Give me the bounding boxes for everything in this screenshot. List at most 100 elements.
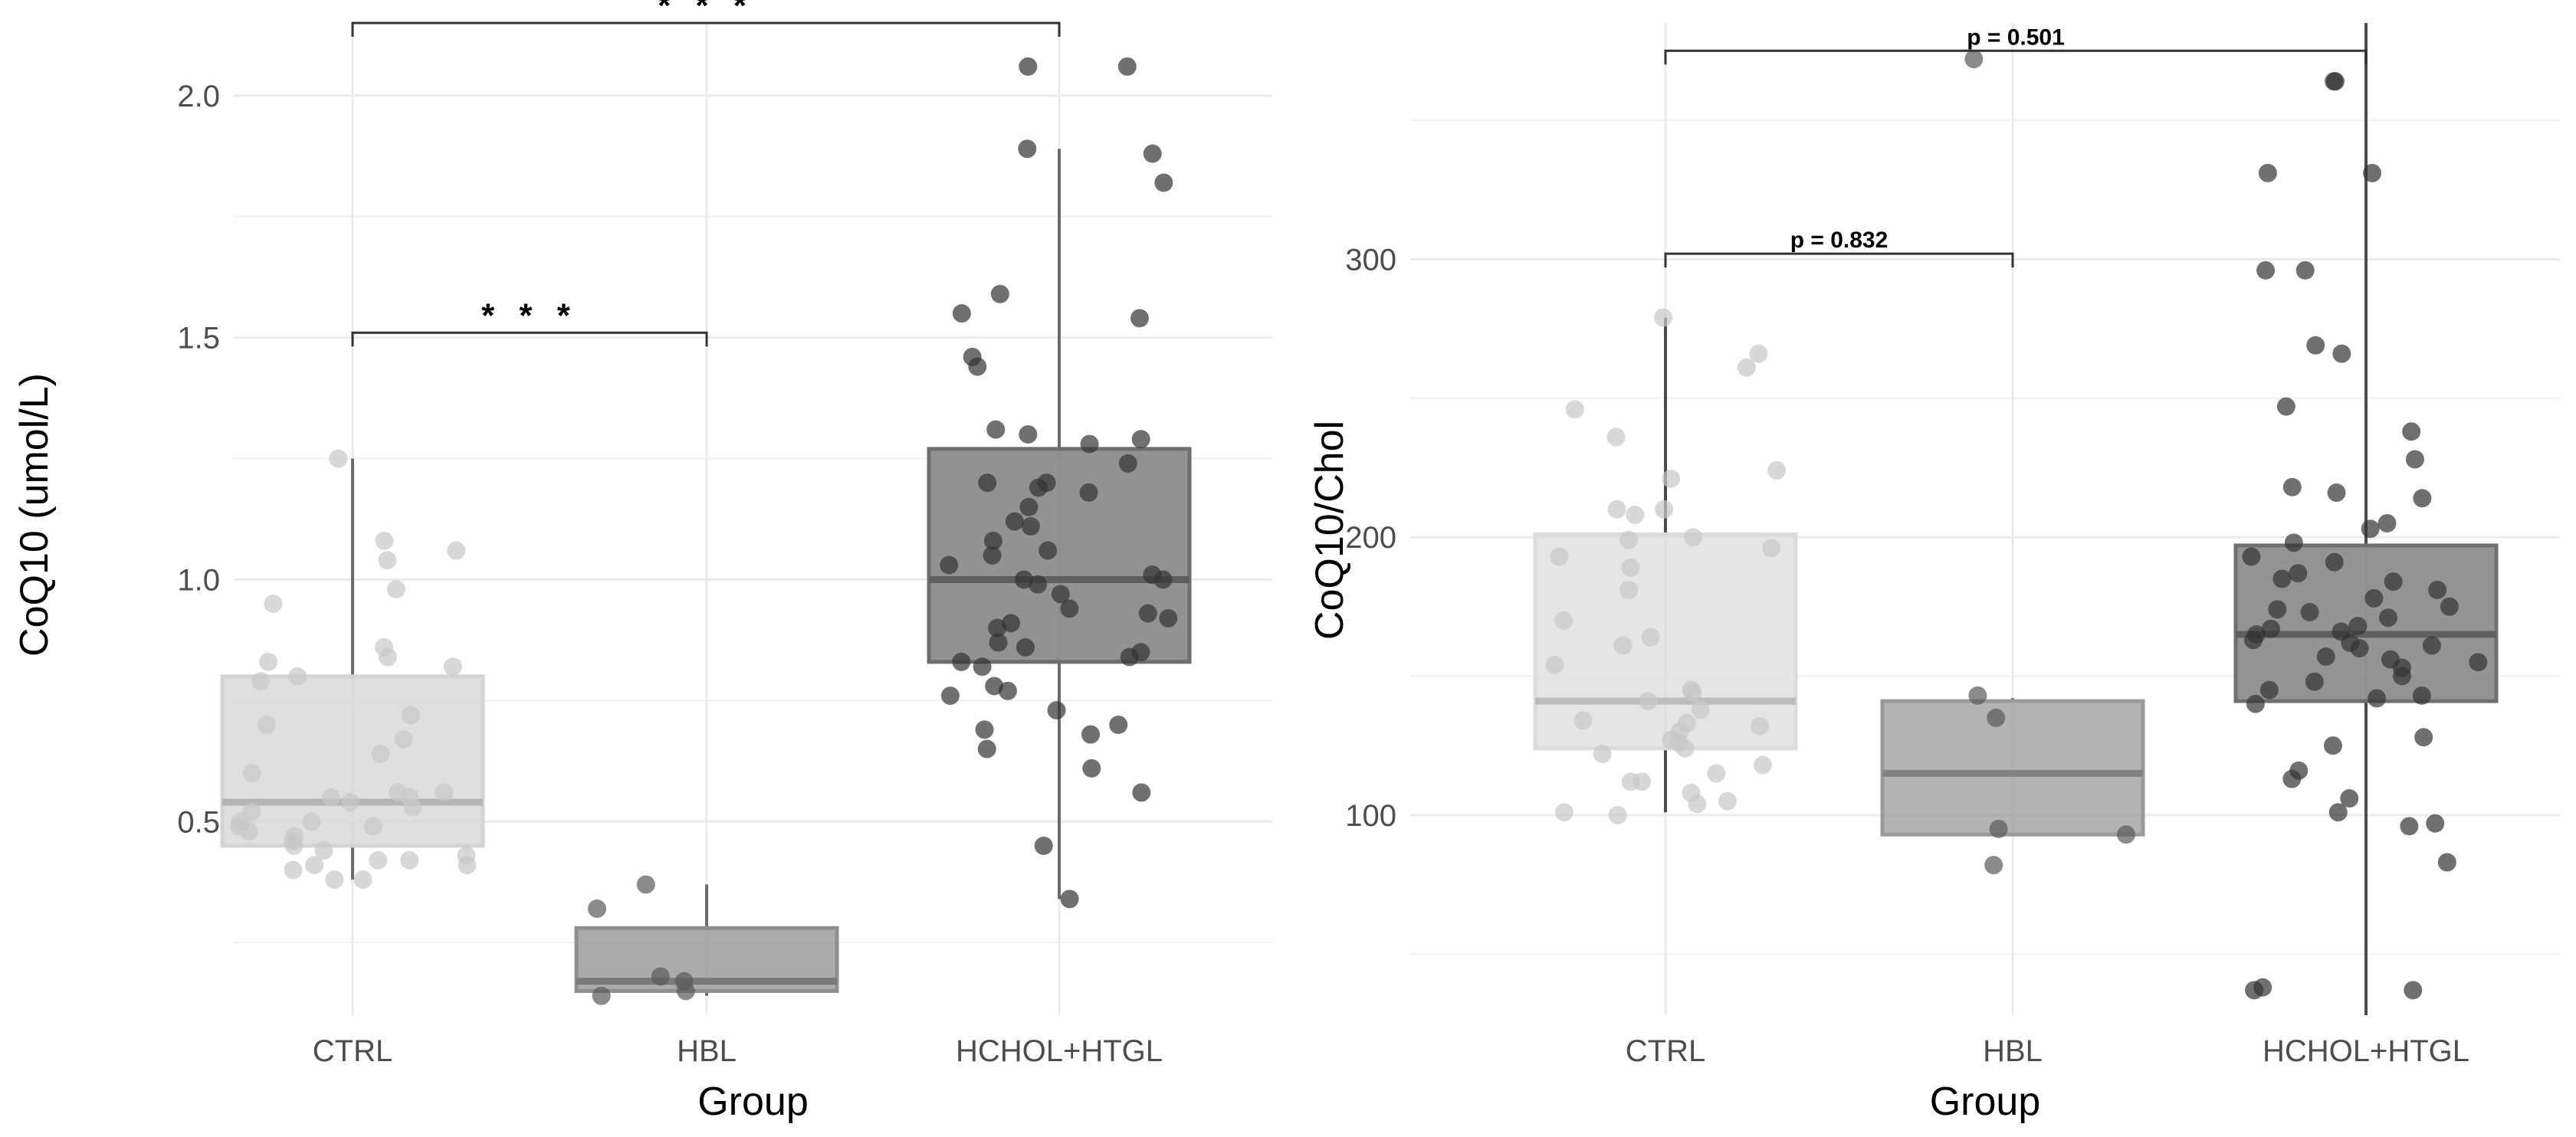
data-point (1751, 716, 1770, 736)
data-point (2402, 422, 2421, 441)
data-point (2426, 814, 2445, 833)
data-point (2325, 552, 2344, 572)
data-point (371, 744, 390, 763)
y-axis-title: CoQ10/Chol (1308, 421, 1352, 640)
data-point (1754, 755, 1773, 775)
data-point (2323, 736, 2342, 755)
points-ctrl (229, 449, 477, 890)
data-point (353, 870, 372, 890)
box-ctrl (220, 458, 485, 880)
x-tick-label-ctrl: CTRL (1626, 1034, 1705, 1068)
data-point (587, 899, 606, 919)
data-point (1019, 424, 1038, 444)
data-point (400, 850, 419, 870)
data-point (1718, 791, 1737, 811)
data-point (1619, 530, 1639, 549)
data-point (1060, 599, 1079, 618)
data-point (2377, 513, 2397, 532)
data-point (264, 595, 283, 614)
data-point (1082, 759, 1101, 778)
data-point (1639, 692, 1658, 711)
data-point (1018, 139, 1037, 159)
data-point (2404, 981, 2423, 1000)
data-point (1029, 575, 1048, 594)
data-point (1749, 344, 1768, 363)
data-point (1619, 581, 1639, 599)
data-points (1545, 50, 2488, 1000)
box-iqr (220, 674, 485, 848)
data-point (1573, 711, 1593, 730)
data-point (314, 841, 333, 860)
bracket-label: p = 0.501 (1967, 25, 2065, 50)
data-point (2348, 617, 2368, 636)
data-point (968, 357, 987, 376)
box-hbl (1880, 698, 2145, 837)
axes: 0.5 1.0 1.5 2.0 CTRL HBL HCHOL+HTGL Group CoQ10 … (12, 80, 1163, 1124)
box-hchol-htgl (927, 149, 1192, 899)
bracket-line (1664, 49, 2368, 65)
data-point (973, 657, 992, 677)
data-point (369, 850, 388, 870)
data-point (988, 618, 1007, 637)
data-point (1989, 819, 2008, 838)
data-point (394, 729, 413, 749)
data-point (1554, 803, 1573, 822)
data-point (2116, 825, 2135, 844)
data-point (1641, 627, 1660, 647)
y-tick-label: 300 (1345, 243, 1396, 277)
data-point (1021, 516, 1040, 536)
data-point (1626, 506, 1645, 525)
data-point (386, 580, 405, 599)
data-point (2437, 853, 2456, 872)
significance-brackets: p = 0.832 p = 0.501 (1664, 25, 2368, 268)
data-point (1138, 604, 1157, 623)
points-hchol-htgl (2242, 72, 2488, 1000)
data-point (378, 647, 397, 667)
data-point (284, 860, 303, 880)
boxplots (1533, 23, 2499, 1015)
data-point (403, 798, 422, 817)
data-point (1655, 500, 1674, 519)
box-iqr (927, 447, 1192, 664)
data-point (2276, 397, 2295, 416)
data-point (978, 473, 997, 493)
data-point (2340, 789, 2359, 808)
data-point (983, 546, 1002, 565)
data-point (2289, 564, 2308, 583)
x-axis-title: Group (1930, 1080, 2041, 1124)
data-point (2245, 981, 2264, 1000)
bracket-ctrl-vs-hbl: * * * (351, 297, 708, 347)
data-point (2259, 680, 2279, 700)
data-point (2282, 477, 2302, 496)
x-tick-label-hchol-htgl: HCHOL+HTGL (956, 1034, 1163, 1068)
data-point (1613, 636, 1633, 655)
bracket-line (351, 331, 708, 347)
data-point (2414, 728, 2433, 747)
data-point (989, 633, 1008, 652)
data-point (341, 793, 360, 812)
data-point (2272, 569, 2292, 588)
x-axis-title: Group (697, 1080, 809, 1124)
data-point (1550, 547, 1569, 566)
data-point (1019, 57, 1038, 76)
data-point (1984, 856, 2003, 875)
data-point (259, 652, 278, 671)
points-hchol-htgl (940, 57, 1178, 909)
data-point (1688, 795, 1707, 814)
data-point (1565, 400, 1584, 419)
y-axis-title: CoQ10 (umol/L) (12, 373, 57, 657)
data-point (329, 449, 348, 468)
data-point (2350, 639, 2369, 658)
data-point (2378, 608, 2397, 627)
data-point (940, 555, 959, 575)
data-point (975, 720, 994, 739)
data-point (2422, 636, 2441, 655)
data-point (1109, 715, 1128, 734)
data-point (2282, 769, 2302, 788)
data-point (2361, 519, 2380, 539)
data-point (443, 657, 462, 677)
data-point (983, 531, 1003, 550)
data-point (1554, 611, 1573, 630)
bracket-line (1664, 252, 2014, 268)
data-point (284, 836, 304, 855)
